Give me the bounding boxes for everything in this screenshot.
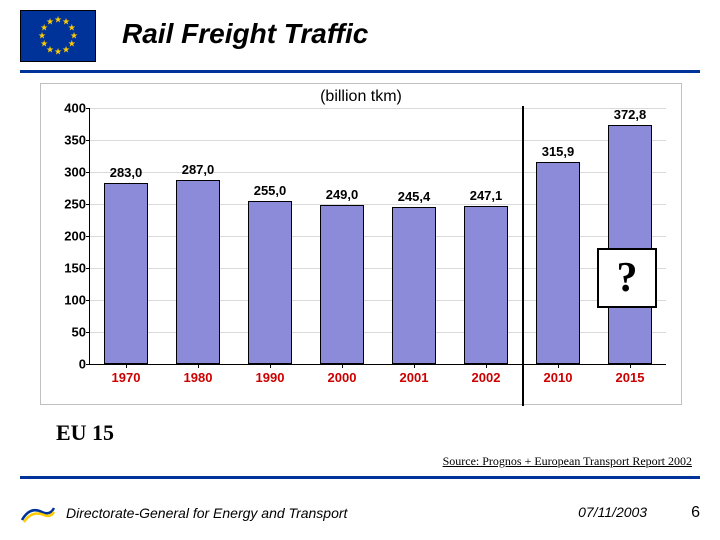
chart-bar (104, 183, 149, 364)
x-axis-label: 2000 (328, 370, 357, 385)
bar-value-label: 247,1 (470, 188, 503, 203)
footer-rule (20, 476, 700, 479)
footer-page-number: 6 (691, 504, 700, 522)
y-tick-label: 350 (46, 133, 86, 148)
header: ★★★★★★★★★★★★ Rail Freight Traffic (0, 0, 720, 62)
x-axis-label: 2001 (400, 370, 429, 385)
footer: Directorate-General for Energy and Trans… (20, 500, 700, 526)
bar-value-label: 245,4 (398, 189, 431, 204)
source-citation: Source: Prognos + European Transport Rep… (443, 454, 692, 469)
footer-org: Directorate-General for Energy and Trans… (66, 505, 347, 521)
x-axis-label: 2002 (472, 370, 501, 385)
bar-value-label: 315,9 (542, 144, 575, 159)
y-tick-label: 150 (46, 261, 86, 276)
x-axis-label: 1970 (112, 370, 141, 385)
chart-bar (392, 207, 437, 364)
chart-plot-area: 050100150200250300350400283,01970287,019… (89, 108, 666, 365)
y-tick-label: 400 (46, 101, 86, 116)
x-axis-label: 1980 (184, 370, 213, 385)
ec-logo-icon (20, 500, 56, 526)
y-tick-label: 250 (46, 197, 86, 212)
x-axis-label: 2010 (544, 370, 573, 385)
chart-bar (464, 206, 509, 364)
y-tick-label: 50 (46, 325, 86, 340)
y-tick-label: 0 (46, 357, 86, 372)
bar-value-label: 372,8 (614, 107, 647, 122)
chart-bar (608, 125, 653, 364)
chart-panel: (billion tkm) 05010015020025030035040028… (40, 83, 682, 405)
chart-bar (176, 180, 221, 364)
eu-flag-icon: ★★★★★★★★★★★★ (20, 10, 96, 62)
x-axis-label: 2015 (616, 370, 645, 385)
y-tick-label: 200 (46, 229, 86, 244)
bar-value-label: 287,0 (182, 162, 215, 177)
eu15-label: EU 15 (56, 420, 114, 446)
page-title: Rail Freight Traffic (122, 10, 368, 50)
chart-bar (248, 201, 293, 364)
question-mark-box: ? (597, 248, 657, 308)
chart-bar (536, 162, 581, 364)
bar-value-label: 255,0 (254, 183, 287, 198)
slide: ★★★★★★★★★★★★ Rail Freight Traffic (billi… (0, 0, 720, 540)
y-tick-label: 100 (46, 293, 86, 308)
bar-value-label: 249,0 (326, 187, 359, 202)
chart-bar (320, 205, 365, 364)
footer-date: 07/11/2003 (578, 504, 647, 520)
x-axis-label: 1990 (256, 370, 285, 385)
forecast-divider (522, 106, 524, 406)
y-tick-label: 300 (46, 165, 86, 180)
chart-subtitle: (billion tkm) (41, 88, 681, 106)
bar-value-label: 283,0 (110, 165, 143, 180)
title-rule (20, 70, 700, 73)
